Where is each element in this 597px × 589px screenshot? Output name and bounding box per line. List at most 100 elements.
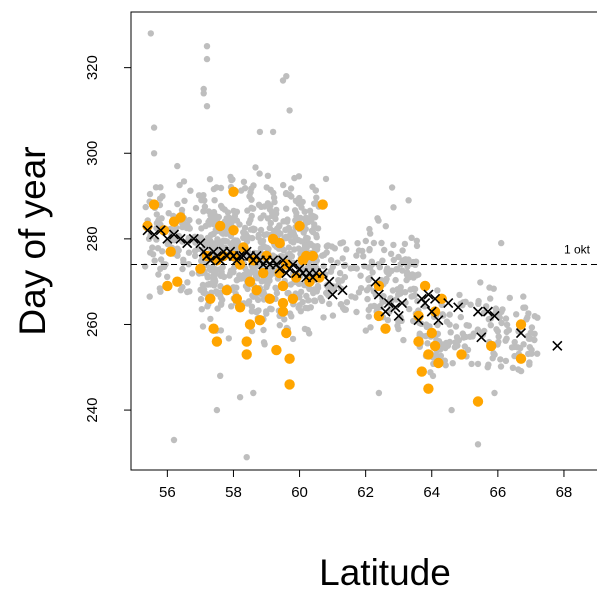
x-tick-label: 60 (291, 484, 308, 501)
highlight-point (281, 327, 292, 339)
highlight-point (148, 199, 160, 210)
background-point (485, 361, 492, 368)
background-point (149, 244, 156, 251)
background-point (494, 328, 501, 335)
background-point (265, 277, 272, 284)
background-point (464, 346, 472, 353)
background-point (286, 310, 294, 317)
background-point (323, 243, 330, 250)
highlight-point (208, 323, 219, 334)
background-point (313, 194, 320, 201)
mean-point (205, 255, 216, 266)
background-point (248, 185, 255, 192)
background-point (203, 55, 211, 63)
background-point (347, 265, 354, 272)
background-point (303, 292, 310, 300)
highlight-point (244, 276, 256, 287)
background-point (302, 304, 309, 312)
background-point (487, 322, 494, 329)
background-point (147, 233, 155, 240)
background-point (416, 330, 423, 337)
background-point (243, 454, 250, 461)
background-point (502, 315, 510, 322)
mean-point (155, 225, 166, 236)
y-tick-label: 260 (84, 312, 101, 337)
highlight-point (221, 285, 232, 296)
background-point (276, 222, 283, 229)
mean-point (413, 315, 424, 326)
mean-point (287, 259, 299, 270)
background-point (310, 297, 318, 304)
mean-point (317, 268, 328, 279)
background-point (336, 269, 344, 277)
background-point (217, 327, 225, 334)
background-point (263, 283, 270, 291)
background-point (319, 252, 326, 259)
background-point (272, 284, 279, 291)
background-point (244, 285, 251, 293)
highlight-point (264, 293, 275, 304)
background-point (368, 258, 375, 265)
background-point (250, 389, 257, 397)
background-point (338, 277, 345, 284)
background-point (270, 189, 277, 197)
highlight-point (317, 199, 328, 210)
background-point (205, 208, 212, 215)
background-point (289, 335, 297, 343)
background-point (240, 178, 248, 185)
background-point (503, 328, 510, 336)
highlight-point (429, 340, 441, 352)
background-point (302, 217, 309, 224)
background-point (210, 185, 218, 193)
background-point (147, 30, 154, 37)
background-point (146, 293, 153, 300)
background-point (203, 43, 211, 50)
x-tick-label: 66 (490, 484, 507, 501)
background-point (207, 266, 214, 274)
background-point (264, 172, 272, 179)
highlight-point (413, 336, 424, 347)
background-point (174, 245, 181, 252)
background-point (405, 197, 412, 204)
background-point (413, 242, 421, 250)
background-point (256, 170, 263, 177)
background-point (382, 223, 389, 230)
background-point (171, 237, 178, 244)
background-point (387, 250, 395, 257)
background-point (228, 303, 235, 310)
background-point (285, 244, 292, 251)
background-point (222, 237, 229, 245)
background-point (327, 257, 335, 264)
background-point (199, 323, 207, 330)
background-point (388, 184, 396, 191)
background-point (200, 90, 207, 97)
background-point (157, 184, 164, 191)
highlight-point (277, 297, 289, 309)
background-point (477, 279, 484, 286)
background-point (287, 253, 294, 261)
background-point (186, 224, 193, 232)
background-point (367, 264, 374, 271)
background-point (181, 197, 188, 204)
background-point (456, 291, 463, 299)
mean-point (277, 255, 289, 266)
background-point (327, 267, 335, 275)
mean-point (383, 297, 394, 309)
background-point (463, 322, 470, 329)
background-point (343, 246, 350, 253)
mean-point (429, 293, 441, 304)
highlight-point (175, 212, 186, 223)
background-point (470, 330, 477, 337)
mean-point (489, 310, 500, 321)
background-point (502, 337, 509, 344)
background-point (378, 239, 385, 247)
background-point (310, 286, 318, 293)
background-point (506, 294, 513, 302)
background-point (233, 277, 240, 284)
background-point (366, 274, 374, 282)
background-point (250, 226, 257, 234)
background-point (326, 300, 333, 308)
background-point (227, 267, 235, 274)
background-point (357, 285, 365, 292)
highlight-point (429, 306, 441, 317)
